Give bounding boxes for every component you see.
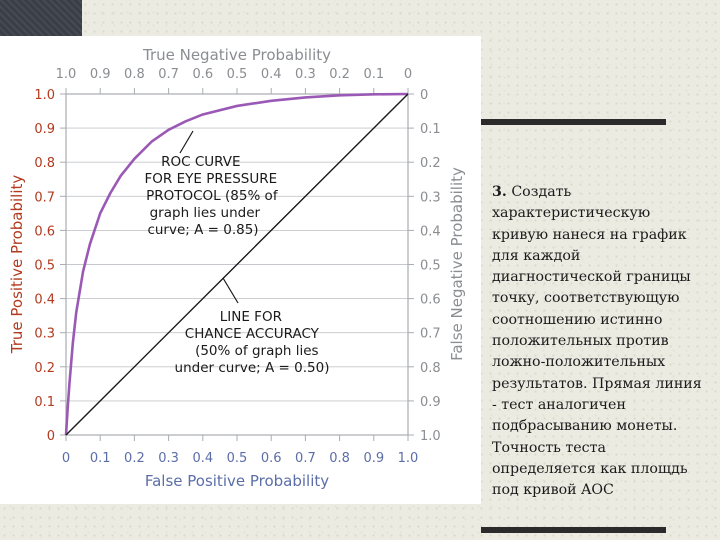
y-tick-label: 1.0 [34,88,55,103]
x-tick-label: 0.6 [261,451,282,466]
plot-frame [65,93,409,436]
y-tick-label: 0.9 [34,122,55,137]
top-divider-bar [481,119,666,125]
chance-annotation-line: LINE FOR [220,309,282,325]
y-tick-label: 0.1 [34,395,55,410]
chance-annotation-line: under curve; A = 0.50) [175,360,330,376]
right-tick-label: 0.6 [420,293,441,308]
top-tick-label: 0.8 [124,67,145,82]
top-tick-label: 0.3 [295,67,316,82]
right-tick-label: 0.5 [420,259,441,274]
right-tick-label: 0.2 [420,156,441,171]
description-text: 3. Создать характеристическую кривую нан… [492,182,710,501]
x-tick-label: 0.7 [295,451,316,466]
y-tick-label: 0.6 [34,224,55,239]
series-group [64,92,409,436]
x-tick-label: 0.3 [158,451,179,466]
roc-annotation-line: ROC CURVE [161,154,240,170]
top-tick-label: 0 [404,67,412,82]
right-tick-label: 0.8 [420,361,441,376]
right-tick-label: 1.0 [420,429,441,444]
corner-decoration [0,0,82,36]
right-tick-label: 0.3 [420,190,441,205]
top-tick-label: 0.5 [227,67,248,82]
description-number: 3. [492,184,507,200]
right-tick-label: 0.7 [420,327,441,342]
top-tick-label: 0.1 [363,67,384,82]
x-tick-label: 0 [62,451,70,466]
x-tick-label: 0.1 [90,451,111,466]
top-tick-label: 1.0 [56,67,77,82]
bottom-divider-bar [481,527,666,533]
x-tick-label: 1.0 [398,451,419,466]
top-tick-label: 0.4 [261,67,282,82]
roc-curve-line [64,92,409,436]
top-tick-label: 0.6 [192,67,213,82]
chart-panel [0,36,481,504]
roc-curve-annotation: ROC CURVE FOR EYE PRESSURE PROTOCOL (85%… [145,154,282,238]
chance-annotation-line: (50% of graph lies [195,343,319,359]
roc-chart: 01.0000.10.90.10.10.20.80.20.20.30.70.30… [8,46,466,490]
y-axis-title: True Positive Probability [8,175,26,355]
right-tick-label: 0.1 [420,122,441,137]
y-tick-label: 0 [47,429,55,444]
roc-annotation-line: graph lies under [150,205,261,221]
x-tick-label: 0.5 [227,451,248,466]
tick-labels: 01.0000.10.90.10.10.20.80.20.20.30.70.30… [34,67,440,466]
y-tick-label: 0.3 [34,327,55,342]
top-tick-label: 0.9 [90,67,111,82]
x-tick-label: 0.2 [124,451,145,466]
x-axis-title: False Positive Probability [145,472,329,490]
x-tick-label: 0.9 [363,451,384,466]
x-tick-label: 0.8 [329,451,350,466]
chance-line-annotation: LINE FOR CHANCE ACCURACY (50% of graph l… [175,309,330,376]
right-axis-title: False Negative Probability [448,167,466,361]
y-tick-label: 0.2 [34,361,55,376]
right-tick-label: 0 [420,88,428,103]
roc-annotation-line: FOR EYE PRESSURE [145,171,278,187]
right-tick-label: 0.4 [420,224,441,239]
roc-annotation-line: PROTOCOL (85% of [146,188,279,204]
x-tick-label: 0.4 [192,451,213,466]
top-axis-title: True Negative Probability [142,46,331,64]
chance-annotation-pointer [222,277,239,304]
description-body: Создать характеристическую кривую нанеся… [492,184,702,499]
y-tick-label: 0.4 [34,293,55,308]
y-tick-label: 0.7 [34,190,55,205]
chance-diagonal-line [65,93,409,436]
y-tick-label: 0.5 [34,259,55,274]
y-tick-label: 0.8 [34,156,55,171]
top-tick-label: 0.7 [158,67,179,82]
right-tick-label: 0.9 [420,395,441,410]
roc-annotation-pointer [179,130,194,154]
chance-annotation-line: CHANCE ACCURACY [185,326,320,342]
top-tick-label: 0.2 [329,67,350,82]
roc-annotation-line: curve; A = 0.85) [147,222,258,238]
grid-lines [60,88,414,441]
